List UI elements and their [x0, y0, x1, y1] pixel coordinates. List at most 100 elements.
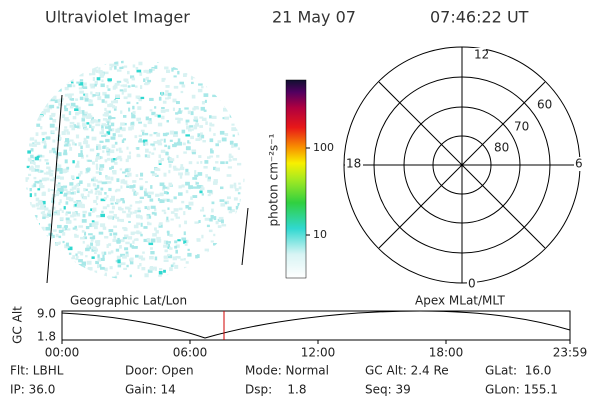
- image-pixel: [28, 61, 31, 65]
- image-pixel: [165, 97, 170, 100]
- image-pixel: [80, 236, 85, 240]
- limb-line: [46, 94, 63, 284]
- image-pixel: [88, 272, 94, 277]
- image-pixel: [57, 252, 61, 256]
- image-pixel: [196, 161, 199, 164]
- image-pixel: [64, 86, 69, 91]
- image-pixel: [107, 125, 112, 129]
- image-pixel: [58, 98, 63, 103]
- image-pixel: [75, 134, 80, 139]
- image-pixel: [58, 250, 61, 255]
- image-pixel: [99, 140, 104, 143]
- image-pixel: [35, 80, 40, 84]
- image-pixel: [87, 194, 90, 198]
- image-pixel: [149, 256, 154, 260]
- image-pixel: [26, 90, 31, 95]
- image-pixel: [201, 117, 207, 121]
- image-pixel: [100, 257, 105, 261]
- image-pixel: [78, 142, 82, 147]
- image-pixel: [186, 239, 189, 243]
- image-pixel: [220, 203, 226, 207]
- image-pixel: [30, 154, 34, 159]
- image-pixel: [86, 154, 89, 158]
- image-pixel: [180, 164, 184, 168]
- image-pixel: [209, 275, 213, 280]
- image-pixel: [27, 73, 33, 77]
- image-pixel: [231, 257, 235, 262]
- image-pixel: [115, 94, 120, 98]
- image-pixel: [69, 96, 72, 101]
- image-pixel: [75, 228, 78, 231]
- image-pixel: [100, 187, 104, 191]
- image-pixel: [241, 240, 245, 245]
- image-pixel: [58, 103, 63, 106]
- image-pixel: [146, 191, 150, 195]
- image-pixel: [136, 153, 140, 158]
- image-pixel: [94, 225, 98, 230]
- image-pixel: [33, 218, 36, 223]
- image-pixel: [194, 265, 198, 269]
- image-pixel: [34, 180, 40, 184]
- image-pixel: [51, 197, 54, 201]
- image-pixel: [119, 66, 124, 70]
- image-pixel: [238, 182, 241, 185]
- image-pixel: [165, 151, 168, 156]
- image-pixel: [155, 193, 160, 197]
- image-pixel: [37, 240, 41, 244]
- image-pixel: [191, 94, 196, 99]
- image-pixel: [122, 128, 125, 132]
- image-pixel: [187, 206, 192, 210]
- image-pixel: [92, 83, 97, 87]
- image-pixel: [27, 230, 33, 233]
- image-pixel: [158, 279, 162, 280]
- image-pixel: [75, 61, 80, 64]
- image-pixel: [27, 224, 30, 228]
- image-pixel: [76, 187, 80, 191]
- image-pixel: [215, 161, 219, 164]
- image-pixel: [137, 106, 142, 110]
- image-pixel: [139, 186, 143, 191]
- image-pixel: [156, 236, 161, 240]
- image-pixel: [36, 141, 41, 145]
- image-pixel: [109, 149, 115, 154]
- image-pixel: [76, 189, 80, 194]
- image-pixel: [163, 211, 167, 215]
- image-pixel: [81, 230, 85, 233]
- image-pixel: [83, 66, 88, 69]
- image-pixel: [40, 185, 45, 189]
- image-pixel: [110, 277, 114, 280]
- image-pixel: [91, 220, 95, 223]
- image-pixel: [234, 91, 238, 95]
- image-pixel: [228, 153, 232, 157]
- image-pixel: [62, 232, 66, 236]
- image-pixel: [72, 211, 77, 216]
- image-pixel: [121, 60, 124, 64]
- image-pixel: [92, 209, 95, 213]
- image-pixel: [138, 134, 142, 137]
- image-pixel: [27, 223, 32, 228]
- image-pixel: [186, 125, 191, 130]
- image-pixel: [85, 140, 89, 145]
- image-pixel: [31, 184, 35, 188]
- image-pixel: [91, 178, 95, 182]
- image-pixel: [59, 168, 63, 172]
- image-pixel: [66, 196, 71, 201]
- image-pixel: [83, 196, 87, 200]
- image-pixel: [27, 150, 31, 154]
- image-pixel: [64, 105, 67, 110]
- image-pixel: [241, 124, 245, 129]
- image-pixel: [102, 206, 107, 210]
- image-pixel: [213, 243, 218, 246]
- image-pixel: [81, 262, 86, 266]
- image-pixel: [241, 265, 245, 268]
- image-pixel: [80, 193, 84, 197]
- image-pixel: [122, 227, 127, 230]
- image-pixel: [136, 231, 142, 235]
- image-pixel: [233, 79, 237, 82]
- lat-label: 80: [494, 141, 509, 155]
- image-pixel: [188, 185, 193, 189]
- image-pixel: [29, 144, 34, 147]
- image-pixel: [131, 77, 136, 81]
- image-pixel: [45, 268, 48, 272]
- image-pixel: [177, 239, 181, 242]
